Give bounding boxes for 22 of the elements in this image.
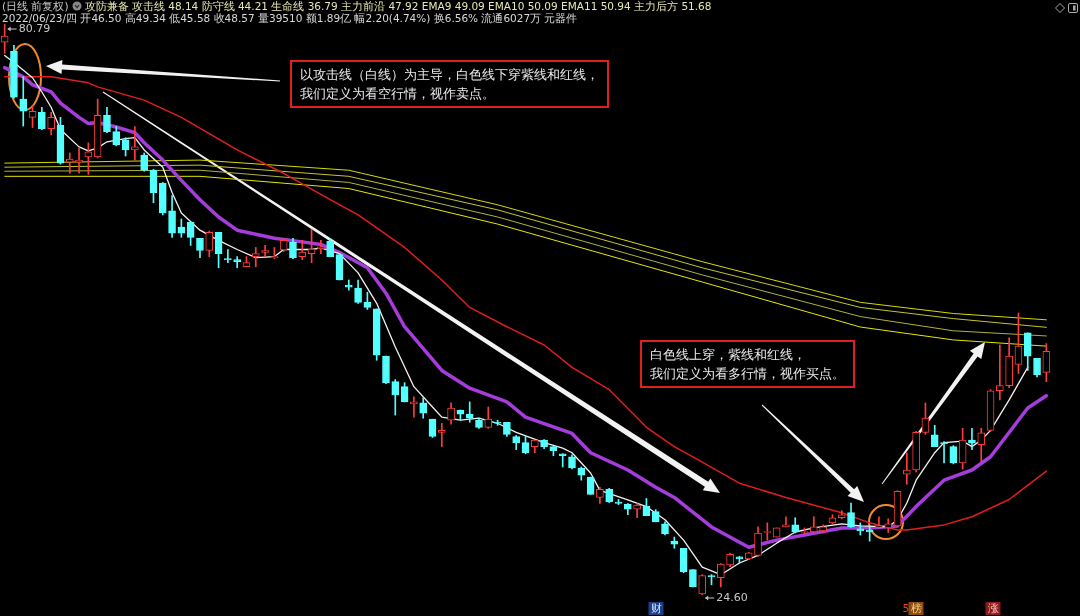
annotation: 80.79 (18, 21, 51, 35)
candlestick (251, 247, 260, 268)
annotation: 24.60 (716, 590, 748, 604)
annotation: 我们定义为看空行情，视作卖点。 (300, 85, 496, 103)
candlestick (465, 401, 474, 423)
candlestick (437, 422, 446, 447)
annotation: 以攻击线（白线）为主导，白色线下穿紫线和红线， (300, 66, 599, 84)
annotation: 我们定义为看多行情，视作买点。 (650, 365, 845, 383)
annotation: 白色线上穿，紫线和红线， (650, 346, 807, 364)
candlestick (875, 516, 883, 529)
annotation: 2022/06/23/四 开46.50 高49.34 低45.58 收48.57 量39510 额1.89亿 幅2.20(4.74%) 换6.56% 流通6027万 元器件 (2, 12, 578, 24)
text: 财 (650, 601, 662, 615)
text: 攻防兼备 攻击线 48.14 防守线 44.21 生命线 36.79 主力前沿 47.92 EMA9 49.09 EMA10 50.09 EMA11 50.94 主力后方 51.68 (84, 0, 712, 12)
text: 涨 (987, 601, 999, 615)
candlestick (261, 245, 269, 257)
text: 榜 (910, 601, 922, 615)
candlestick (298, 240, 307, 260)
chart-title: (日线 前复权) (2, 0, 69, 12)
candlestick (558, 453, 567, 468)
text: 5 (902, 601, 910, 615)
candlestick (233, 256, 241, 269)
candlestick (996, 344, 1004, 401)
